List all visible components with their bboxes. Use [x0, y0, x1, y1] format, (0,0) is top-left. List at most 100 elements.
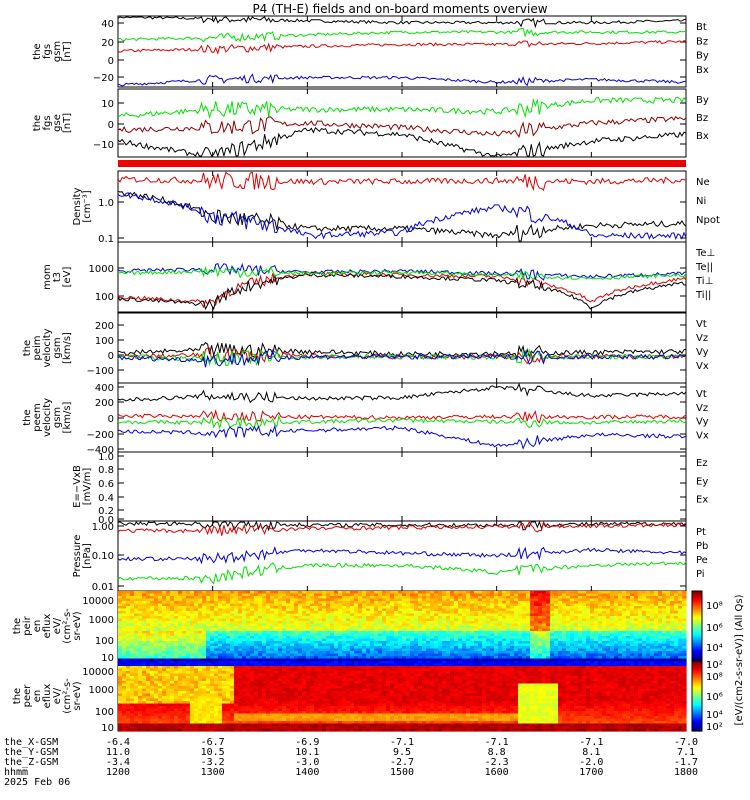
spectrogram-cell — [666, 643, 671, 647]
spectrogram-cell — [578, 603, 583, 607]
spectrogram-cell — [650, 631, 655, 635]
spectrogram-cell — [122, 701, 127, 705]
spectrogram-cell — [578, 613, 583, 617]
spectrogram-cell — [290, 593, 295, 597]
spectrogram-cell — [550, 621, 555, 625]
spectrogram-cell — [670, 598, 675, 602]
spectrogram-cell — [398, 596, 403, 600]
spectrogram-cell — [542, 616, 547, 620]
spectrogram-cell — [630, 613, 635, 617]
spectrogram-cell — [226, 613, 231, 617]
spectrogram-cell — [502, 603, 507, 607]
spectrogram-cell — [202, 728, 207, 732]
spectrogram-cell — [570, 633, 575, 637]
spectrogram-cell — [578, 653, 583, 657]
spectrogram-cell — [610, 608, 615, 612]
spectrogram-cell — [206, 593, 211, 597]
spectrogram-cell — [334, 603, 339, 607]
spectrogram-cell — [170, 623, 175, 627]
spectrogram-cell — [642, 613, 647, 617]
spectrogram-cell — [662, 631, 667, 635]
spectrogram-cell — [266, 608, 271, 612]
spectrogram-cell — [162, 656, 167, 660]
spectrogram-cell — [458, 598, 463, 602]
spectrogram-cell — [206, 718, 211, 722]
spectrogram-cell — [130, 691, 135, 695]
spectrogram-cell — [622, 633, 627, 637]
spectrogram-cell — [162, 728, 167, 732]
spectrogram-cell — [450, 653, 455, 657]
spectrogram-cell — [502, 648, 507, 652]
spectrogram-cell — [354, 631, 359, 635]
spectrogram-cell — [414, 613, 419, 617]
spectrogram-cell — [466, 628, 471, 632]
spectrogram-cell — [138, 623, 143, 627]
spectrogram-cell — [306, 606, 311, 610]
spectrogram-cell — [374, 636, 379, 640]
spectrogram-cell — [634, 618, 639, 622]
spectrogram-cell — [514, 611, 519, 615]
spectrogram-cell — [570, 591, 575, 595]
spectrogram-cell — [206, 601, 211, 605]
spectrogram-cell — [350, 611, 355, 615]
spectrogram-cell — [266, 646, 271, 650]
spectrogram-cell — [190, 596, 195, 600]
spectrogram-cell — [362, 633, 367, 637]
spectrogram-cell — [426, 591, 431, 595]
spectrogram-cell — [122, 716, 127, 720]
spectrogram-cell — [194, 701, 199, 705]
spectrogram-cell — [286, 658, 291, 662]
spectrogram-cell — [258, 591, 263, 595]
spectrogram-cell — [134, 666, 139, 670]
spectrogram-cell — [186, 706, 191, 710]
spectrogram-cell — [146, 603, 151, 607]
spectrogram-cell — [342, 648, 347, 652]
spectrogram-cell — [414, 628, 419, 632]
spectrogram-cell — [478, 596, 483, 600]
spectrogram-cell — [334, 626, 339, 630]
spectrogram-cell — [254, 593, 259, 597]
spectrogram-cell — [318, 603, 323, 607]
spectrogram-cell — [266, 598, 271, 602]
spectrogram-cell — [622, 641, 627, 645]
spectrogram-cell — [174, 671, 179, 675]
spectrogram-cell — [198, 663, 203, 667]
spectrogram-cell — [154, 663, 159, 667]
spectrogram-cell — [598, 616, 603, 620]
spectrogram-cell — [138, 723, 143, 727]
spectrogram-cell — [210, 638, 215, 642]
spectrogram-cell — [346, 631, 351, 635]
spectrogram-cell — [562, 638, 567, 642]
spectrogram-cell — [178, 616, 183, 620]
spectrogram-cell — [466, 651, 471, 655]
spectrogram-cell — [466, 596, 471, 600]
spectrogram-cell — [194, 678, 199, 682]
spectrogram-cell — [194, 726, 199, 730]
spectrogram-cell — [138, 626, 143, 630]
spectrogram-cell — [634, 603, 639, 607]
spectrogram-cell — [410, 628, 415, 632]
spectrogram-cell — [498, 618, 503, 622]
spectrogram-cell — [534, 641, 539, 645]
spectrogram-cell — [198, 653, 203, 657]
spectrogram-cell — [570, 596, 575, 600]
ytick-label: 1.00 — [92, 522, 114, 533]
spectrogram-cell — [162, 653, 167, 657]
spectrogram-cell — [486, 638, 491, 642]
spectrogram-cell — [422, 606, 427, 610]
series-line-vz — [117, 409, 687, 424]
spectrogram-cell — [602, 598, 607, 602]
spectrogram-cell — [398, 593, 403, 597]
spectrogram-cell — [430, 631, 435, 635]
spectrogram-cell — [122, 681, 127, 685]
ytick-label: 40 — [101, 19, 114, 30]
spectrogram-cell — [550, 611, 555, 615]
spectrogram-cell — [206, 703, 211, 707]
spectrogram-cell — [274, 593, 279, 597]
spectrogram-cell — [142, 678, 147, 682]
spectrogram-cell — [386, 638, 391, 642]
spectrogram-cell — [258, 651, 263, 655]
spectrogram-cell — [682, 596, 687, 600]
spectrogram-cell — [150, 646, 155, 650]
spectrogram-cell — [390, 638, 395, 642]
